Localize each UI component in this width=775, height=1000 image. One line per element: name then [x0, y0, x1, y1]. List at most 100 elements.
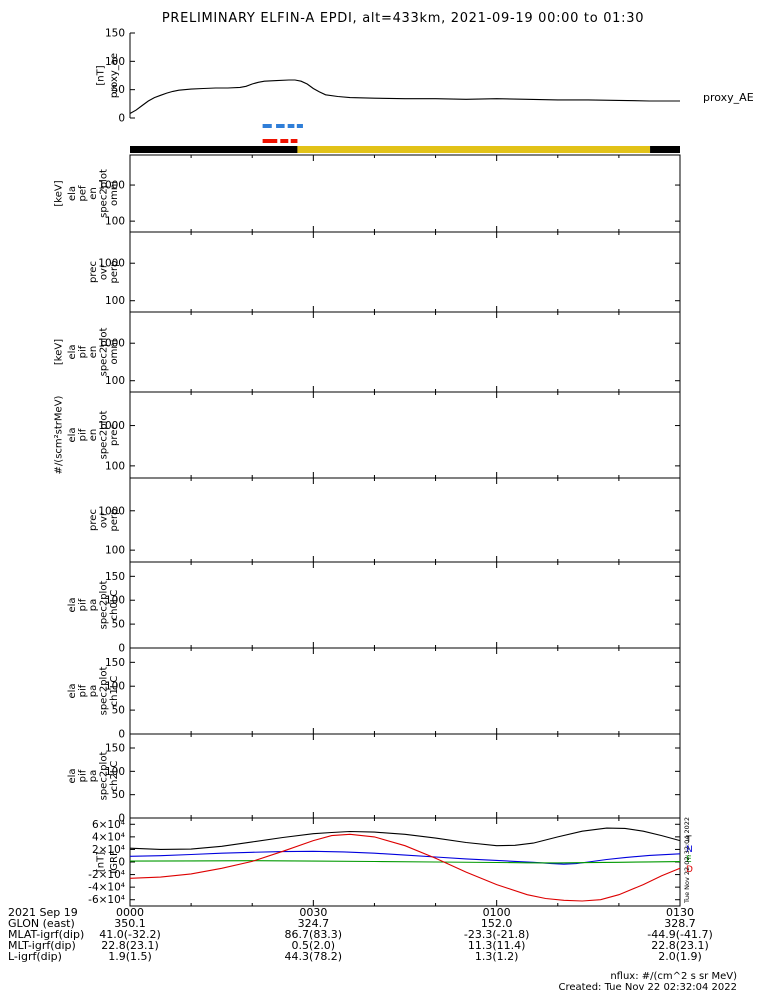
footer-value: 41.0(-32.2) [99, 928, 161, 941]
orbit-bar-segment [650, 146, 680, 153]
panel-ylabel-word: pif [78, 598, 89, 611]
panel-ylabel-word: prec [88, 261, 99, 283]
footer-value: 1.9(1.5) [108, 950, 152, 963]
panel-ylabel-word: spec2plot [99, 411, 110, 460]
y-tick-label: 0 [118, 113, 125, 125]
panel-ylabel-word: pif [78, 769, 89, 782]
footer-row-label: 2021 Sep 19 [8, 906, 78, 919]
y-tick-label: 50 [112, 84, 125, 96]
panel-ylabel-word: ch1LC [109, 676, 120, 707]
note-nflux: nflux: #/(cm^2 s sr MeV) [610, 971, 737, 982]
panel-ylabel-word: ovr [99, 511, 110, 528]
y-tick-label: 1000 [98, 258, 125, 270]
footer-value: 22.8(23.1) [101, 939, 159, 952]
igrf-component-letter-D: D [686, 865, 693, 875]
y-tick-label: 100 [105, 595, 125, 607]
y-tick-label: 0 [118, 857, 125, 869]
panel-ylabel-word: pef [78, 185, 89, 202]
panel-ylabel-word: omni [109, 340, 120, 365]
footer-value: 152.0 [481, 917, 513, 930]
panel-ylabel-word: ela [67, 186, 78, 201]
series-line-proxy_AE [129, 79, 680, 114]
footer-value: 2.0(1.9) [658, 950, 702, 963]
y-tick-label: 100 [105, 681, 125, 693]
y-tick-label: 1000 [98, 420, 125, 432]
y-tick-label: 4×10⁴ [92, 831, 125, 843]
y-tick-label: 100 [105, 295, 125, 307]
orbit-bar-segment [297, 146, 651, 153]
panel-ylabel-word: en [88, 346, 99, 359]
right-label-proxy_ae: proxy_AE [703, 91, 754, 104]
y-tick-label: 100 [105, 56, 125, 68]
note-created: Created: Tue Nov 22 02:32:04 2022 [558, 982, 737, 993]
y-tick-label: 1000 [98, 338, 125, 350]
series-line-igrf_E [129, 860, 681, 864]
y-tick-label: -4×10⁴ [88, 882, 125, 894]
panel-ylabel-word: spec2plot [99, 667, 110, 716]
y-tick-label: -6×10⁴ [88, 894, 125, 906]
panel-ylabel-word: pif [78, 428, 89, 441]
panel-ylabel-word: perp [109, 509, 120, 532]
y-tick-label: 150 [105, 657, 125, 669]
panel-ylabel-units: [keV] [54, 180, 65, 206]
panel-ylabel-word: ela [67, 597, 78, 612]
series-line-igrf_D [129, 833, 681, 902]
panel-ylabel-word: prec [109, 424, 120, 446]
panel-ylabel-word: en [88, 429, 99, 442]
panel-ylabel-units: #/(scm²strMeV) [54, 395, 65, 474]
panel-ylabel-word: pif [78, 684, 89, 697]
panel-ylabel-word: ela [67, 768, 78, 783]
footer-value: 350.1 [114, 917, 146, 930]
panel-frame-ela_pif_pa_spec2plot_ch0LC [129, 561, 681, 649]
footer-value: 1.3(1.2) [475, 950, 519, 963]
panel-ylabel-word: pif [78, 345, 89, 358]
footer-row-label: L-igrf(dip) [8, 950, 62, 963]
panel-ylabel-word: pa [88, 685, 99, 697]
y-tick-label: 150 [105, 28, 125, 40]
y-tick-label: 1000 [98, 180, 125, 192]
panel-ylabel-word: prec [88, 509, 99, 531]
panel-ylabel-word: ela [67, 344, 78, 359]
series-line-igrf_T [129, 827, 681, 850]
orbit-bar-segment [130, 146, 298, 153]
igrf-component-letter-T: T [685, 835, 692, 845]
y-tick-label: 50 [112, 619, 125, 631]
y-tick-label: 100 [105, 545, 125, 557]
panel-frame-ela_pif_pa_spec2plot_ch1LC [129, 647, 681, 735]
footer-value: 86.7(83.3) [285, 928, 343, 941]
footer-value: 0000 [116, 906, 144, 919]
panel-ylabel-word: pa [88, 770, 99, 782]
footer-value: 324.7 [298, 917, 330, 930]
footer-row-label: MLT-igrf(dip) [8, 939, 76, 952]
y-tick-label: 1000 [98, 505, 125, 517]
y-tick-label: 50 [112, 789, 125, 801]
panel-ylabel-word: omni [109, 181, 120, 206]
panel-frame-pef_prec_ovr_perp [129, 231, 681, 313]
panel-frame-ela_pif_pa_spec2plot_ch2LC [129, 733, 681, 819]
footer-value: 22.8(23.1) [651, 939, 709, 952]
panel-ylabel-word: spec2plot [99, 752, 110, 801]
panel-ylabel-word: spec2plot [99, 581, 110, 630]
y-tick-label: 0 [118, 813, 125, 825]
side-timestamp: Tue Nov 22 02:32:04 2022 [683, 817, 691, 904]
y-tick-label: 100 [105, 375, 125, 387]
footer-value: 0100 [483, 906, 511, 919]
panel-ylabel-word: spec2plot [99, 169, 110, 218]
panel-ylabel-word: ch0LC [109, 590, 120, 621]
footer-value: 11.3(11.4) [468, 939, 526, 952]
y-tick-label: 6×10⁴ [92, 819, 125, 831]
y-tick-label: 100 [105, 766, 125, 778]
igrf-component-letter-E: E [686, 855, 692, 865]
panel-frame-ela_pif_en_spec2plot_prec [129, 391, 681, 479]
y-tick-label: 150 [105, 743, 125, 755]
panel-ylabel-word: ovr [99, 263, 110, 280]
footer-value: 0.5(2.0) [292, 939, 336, 952]
panel-ylabel-word: ela [67, 683, 78, 698]
footer-value: 0030 [299, 906, 327, 919]
y-tick-label: 100 [105, 216, 125, 228]
y-tick-label: 0 [118, 729, 125, 741]
y-tick-label: -2×10⁴ [88, 869, 125, 881]
plot-title: PRELIMINARY ELFIN-A EPDI, alt=433km, 202… [162, 11, 644, 26]
igrf-component-letter-N: N [686, 845, 693, 855]
